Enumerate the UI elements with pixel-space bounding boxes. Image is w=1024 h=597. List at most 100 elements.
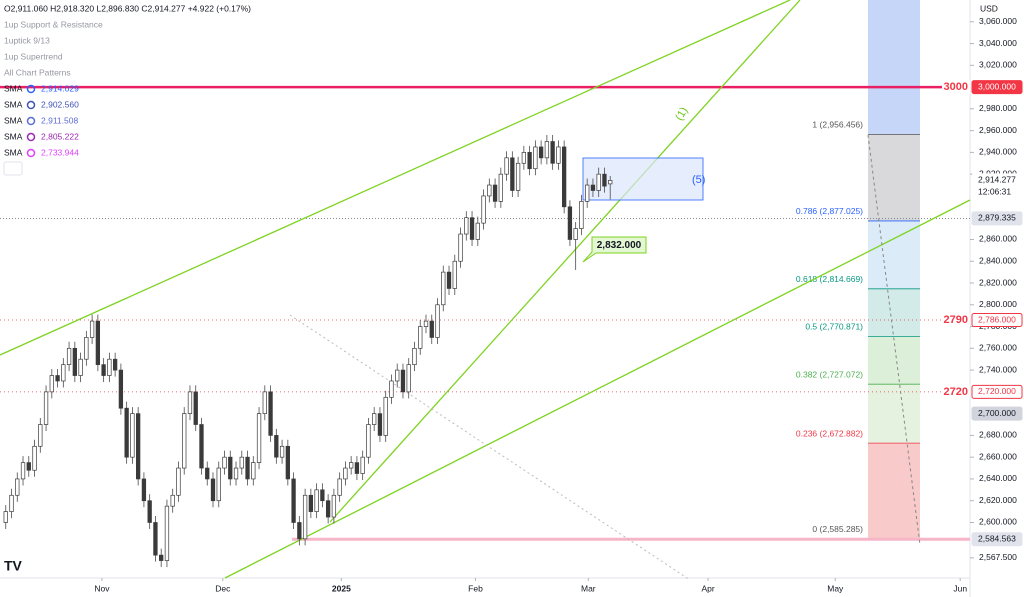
candle-body	[538, 146, 544, 159]
candles	[3, 134, 613, 568]
levels: 3000 2790 2720	[0, 80, 970, 541]
price-tag	[971, 532, 1023, 547]
candle-body	[383, 396, 388, 436]
candle-body	[504, 157, 509, 175]
candle-body	[176, 467, 181, 496]
indicator-label[interactable]: 1up Supertrend	[4, 51, 63, 61]
x-tick-label: Mar	[581, 583, 596, 593]
candle-body	[187, 391, 193, 414]
candle-body	[222, 456, 227, 469]
fib-zone	[868, 220, 920, 289]
fib-zone	[868, 288, 920, 337]
candle-body	[360, 456, 365, 474]
alert-label: 2720	[944, 386, 968, 398]
x-tick-label: Apr	[701, 583, 714, 593]
candle-body	[9, 494, 14, 512]
candle-body	[510, 157, 515, 191]
y-tick-label: 2,820.000	[979, 277, 1017, 287]
candle-body	[228, 456, 233, 480]
price-tag	[971, 384, 1023, 399]
candle-body	[406, 364, 411, 393]
y-tick-label: 3,040.000	[979, 38, 1017, 48]
candle-body	[147, 500, 152, 523]
candle-body	[400, 369, 406, 393]
y-tick-label: 2,840.000	[979, 255, 1017, 265]
candle-body	[89, 320, 95, 338]
indicator-label[interactable]: 1uptick 9/13	[4, 35, 50, 45]
collapse-button[interactable]	[3, 161, 23, 176]
candle-body	[199, 424, 204, 469]
candle-body	[124, 407, 129, 458]
sma-name: SMA	[4, 115, 23, 125]
alert-label-bg	[942, 80, 970, 95]
candle-body	[320, 489, 325, 502]
fib-label: 0.236 (2,672.882)	[796, 428, 863, 438]
price-axis: 2,567.500 2,600.000 2,620.000 2,640.000 2,66…	[94, 16, 1023, 593]
x-tick-label: Jun	[953, 583, 967, 593]
trend-line	[329, 0, 801, 523]
clock: 12:06:31	[978, 187, 1011, 197]
candle-body	[308, 494, 314, 512]
wave-label: (5)	[692, 174, 705, 186]
fib-zone	[868, 336, 920, 385]
indicator-label[interactable]: 1up Support & Resistance	[4, 19, 103, 29]
price-tag-label: 2,914.277	[978, 175, 1016, 185]
candle-body	[567, 206, 573, 240]
candle-body	[475, 222, 480, 240]
trend-line	[0, 0, 791, 356]
currency: USD	[980, 3, 998, 13]
legend[interactable]: 1up Support & Resistance 1uptick 9/13 1up …	[4, 19, 103, 158]
candle-body	[412, 347, 417, 366]
candle-body	[164, 505, 170, 561]
candle-body	[118, 369, 124, 409]
candle-body	[245, 456, 250, 480]
sma-name: SMA	[4, 147, 23, 157]
price-tag	[971, 406, 1023, 421]
candle-body	[159, 554, 164, 561]
fib-zone	[868, 443, 920, 539]
y-tick-label: 2,600.000	[979, 517, 1017, 527]
candle-body	[544, 141, 550, 159]
sma-value: 2,805.222	[41, 131, 79, 141]
candle-body	[72, 347, 77, 376]
candle-body	[608, 180, 613, 185]
candle-body	[441, 271, 446, 306]
candle-body	[43, 391, 49, 425]
candle-body	[515, 162, 521, 191]
candle-body	[464, 217, 469, 235]
fib-label: 0.618 (2,814.669)	[796, 274, 863, 284]
candle-body	[239, 456, 244, 469]
candle-body	[182, 413, 187, 469]
price-tag	[971, 313, 1023, 328]
candle-body	[492, 184, 498, 202]
fib-label: 0.786 (2,877.025)	[796, 206, 863, 216]
candle-body	[314, 489, 319, 512]
candle-body	[274, 435, 279, 458]
candle-body	[279, 445, 285, 458]
sma-icon	[26, 148, 36, 158]
candle-body	[550, 141, 555, 164]
indicator-label[interactable]: All Chart Patterns	[4, 67, 71, 77]
candle-body	[435, 304, 440, 338]
candle-body	[101, 364, 106, 376]
candle-body	[84, 337, 89, 360]
price-tag-label: 2,700.000	[978, 408, 1016, 418]
fib-label: 0.5 (2,770.871)	[805, 322, 863, 332]
candle-body	[579, 201, 584, 229]
candle-body	[487, 184, 492, 197]
x-tick-label: Nov	[94, 583, 110, 593]
x-tick-label: Dec	[215, 583, 231, 593]
sma-icon	[26, 132, 36, 142]
candle-body	[38, 424, 43, 447]
candle-body	[596, 173, 601, 191]
candle-body	[418, 326, 423, 349]
candle-body	[498, 173, 503, 202]
y-tick-label: 2,980.000	[979, 103, 1017, 113]
candle-body	[481, 195, 486, 224]
sma-value: 2,911.508	[41, 115, 78, 125]
candle-body	[423, 320, 429, 327]
y-tick-label: 2,640.000	[979, 473, 1017, 483]
price-tag-label: 2,786.000	[978, 314, 1016, 324]
alert-label-bg	[942, 384, 970, 399]
